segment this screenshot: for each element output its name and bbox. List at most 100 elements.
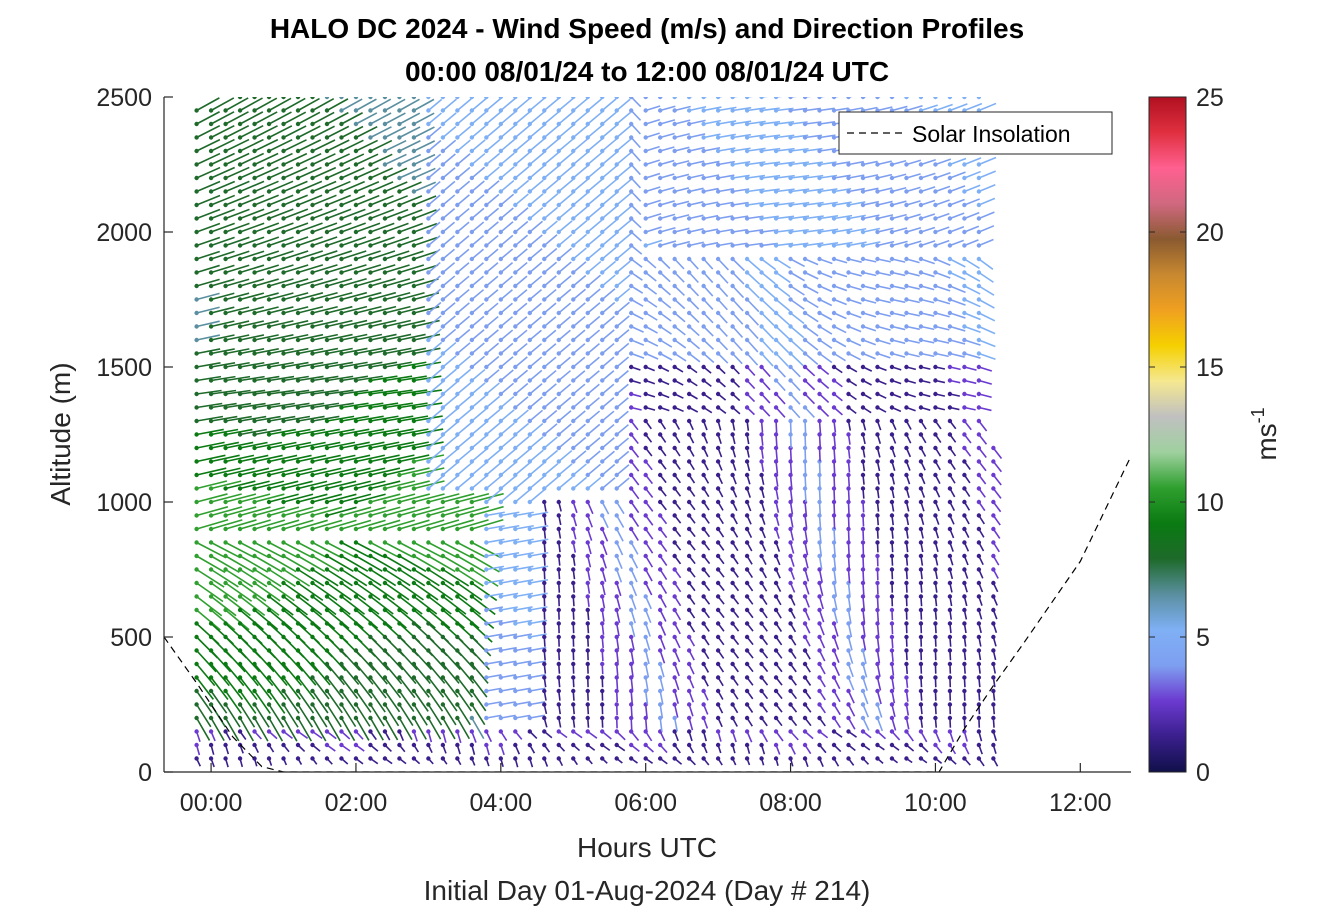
wind-arrow [848,285,862,291]
wind-arrow-origin [846,310,851,316]
wind-arrow-origin [759,594,764,599]
wind-arrow-origin [194,648,199,653]
wind-arrow [341,375,369,382]
wind-arrow-origin [484,135,489,140]
wind-arrow [485,302,499,314]
wind-arrow-origin [368,540,373,545]
wind-arrow-origin [614,405,619,410]
wind-arrow [529,261,543,274]
wind-arrow [239,236,265,247]
wind-arrow-origin [759,553,764,559]
wind-arrow-origin [498,337,504,343]
wind-arrow-origin [382,675,388,680]
wind-arrow [630,163,641,176]
wind-arrow [442,663,460,684]
wind-arrow-origin [788,337,793,343]
wind-arrow-origin [498,189,504,194]
wind-arrow-origin [657,472,663,478]
wind-arrow-origin [498,148,504,154]
wind-arrow-origin [266,688,272,694]
wind-arrow [529,248,543,260]
wind-arrow [543,316,557,328]
wind-arrow [616,450,630,463]
wind-arrow [283,236,309,247]
wind-arrow [471,609,495,629]
wind-arrow-origin [194,499,199,505]
wind-arrow [297,480,328,490]
wind-arrow [471,329,485,341]
wind-arrow-origin [237,621,243,626]
wind-arrow-origin [744,567,750,572]
wind-arrow-origin [368,567,373,572]
wind-arrow-origin [672,297,677,302]
wind-arrow [196,208,221,220]
wind-arrow-origin [252,688,257,694]
wind-arrow [659,690,664,705]
wind-arrow [543,151,559,166]
wind-arrow [268,717,284,742]
wind-arrow [558,97,574,112]
wind-arrow-origin [657,378,663,383]
wind-arrow [268,493,299,503]
wind-arrow [413,112,435,125]
wind-arrow-origin [498,756,504,761]
wind-arrow [442,704,457,726]
wind-arrow [282,663,303,686]
wind-arrow [196,555,226,574]
wind-arrow [268,609,293,630]
wind-arrow [355,704,371,727]
wind-arrow-origin [237,648,243,653]
wind-arrow-origin [715,108,721,113]
wind-arrow-origin [672,432,677,437]
wind-arrow-origin [571,351,576,356]
wind-arrow [514,356,528,368]
wind-arrow [471,462,487,476]
wind-arrow [225,194,250,206]
wind-arrow [369,609,393,629]
wind-arrow [515,538,534,544]
wind-arrow-origin [556,688,561,694]
wind-arrow-origin [498,675,504,680]
wind-arrow [789,379,801,392]
wind-arrow-origin [513,121,518,127]
wind-arrow [283,125,307,139]
wind-arrow-origin [353,486,359,491]
wind-arrow-origin [672,594,677,599]
wind-arrow [847,663,854,678]
wind-arrow [543,369,557,382]
wind-arrow [703,106,722,112]
wind-arrow-origin [904,553,909,559]
wind-arrow [312,582,338,601]
wind-arrow-origin [469,675,475,680]
wind-arrow [862,312,877,318]
wind-arrow-origin [715,432,721,437]
wind-arrow-origin [585,189,590,194]
wind-arrow [210,348,235,355]
wind-arrow-origin [846,256,851,262]
wind-arrow-origin [730,661,735,667]
wind-arrow-origin [643,472,648,478]
wind-arrow-origin [556,216,561,221]
wind-arrow [529,316,542,328]
wind-arrow-origin [208,702,214,707]
wind-arrow-origin [484,162,489,167]
wind-arrow [804,379,816,391]
wind-arrow [297,139,322,152]
wind-arrow-origin [701,702,706,707]
wind-arrow [326,389,354,395]
wind-arrow [239,690,257,714]
wind-arrow [326,493,357,503]
wind-arrow [572,288,587,301]
wind-arrow-origin [643,445,648,451]
wind-arrow [717,285,729,298]
wind-arrow-origin [715,634,721,640]
wind-arrow [196,236,221,247]
wind-arrow-origin [237,108,243,113]
wind-arrow [297,375,324,382]
wind-arrow [543,383,557,395]
wind-arrow [558,436,573,449]
wind-arrow-origin [571,324,576,329]
wind-arrow-origin [252,702,257,707]
wind-arrow [196,361,221,368]
wind-arrow [224,677,244,701]
